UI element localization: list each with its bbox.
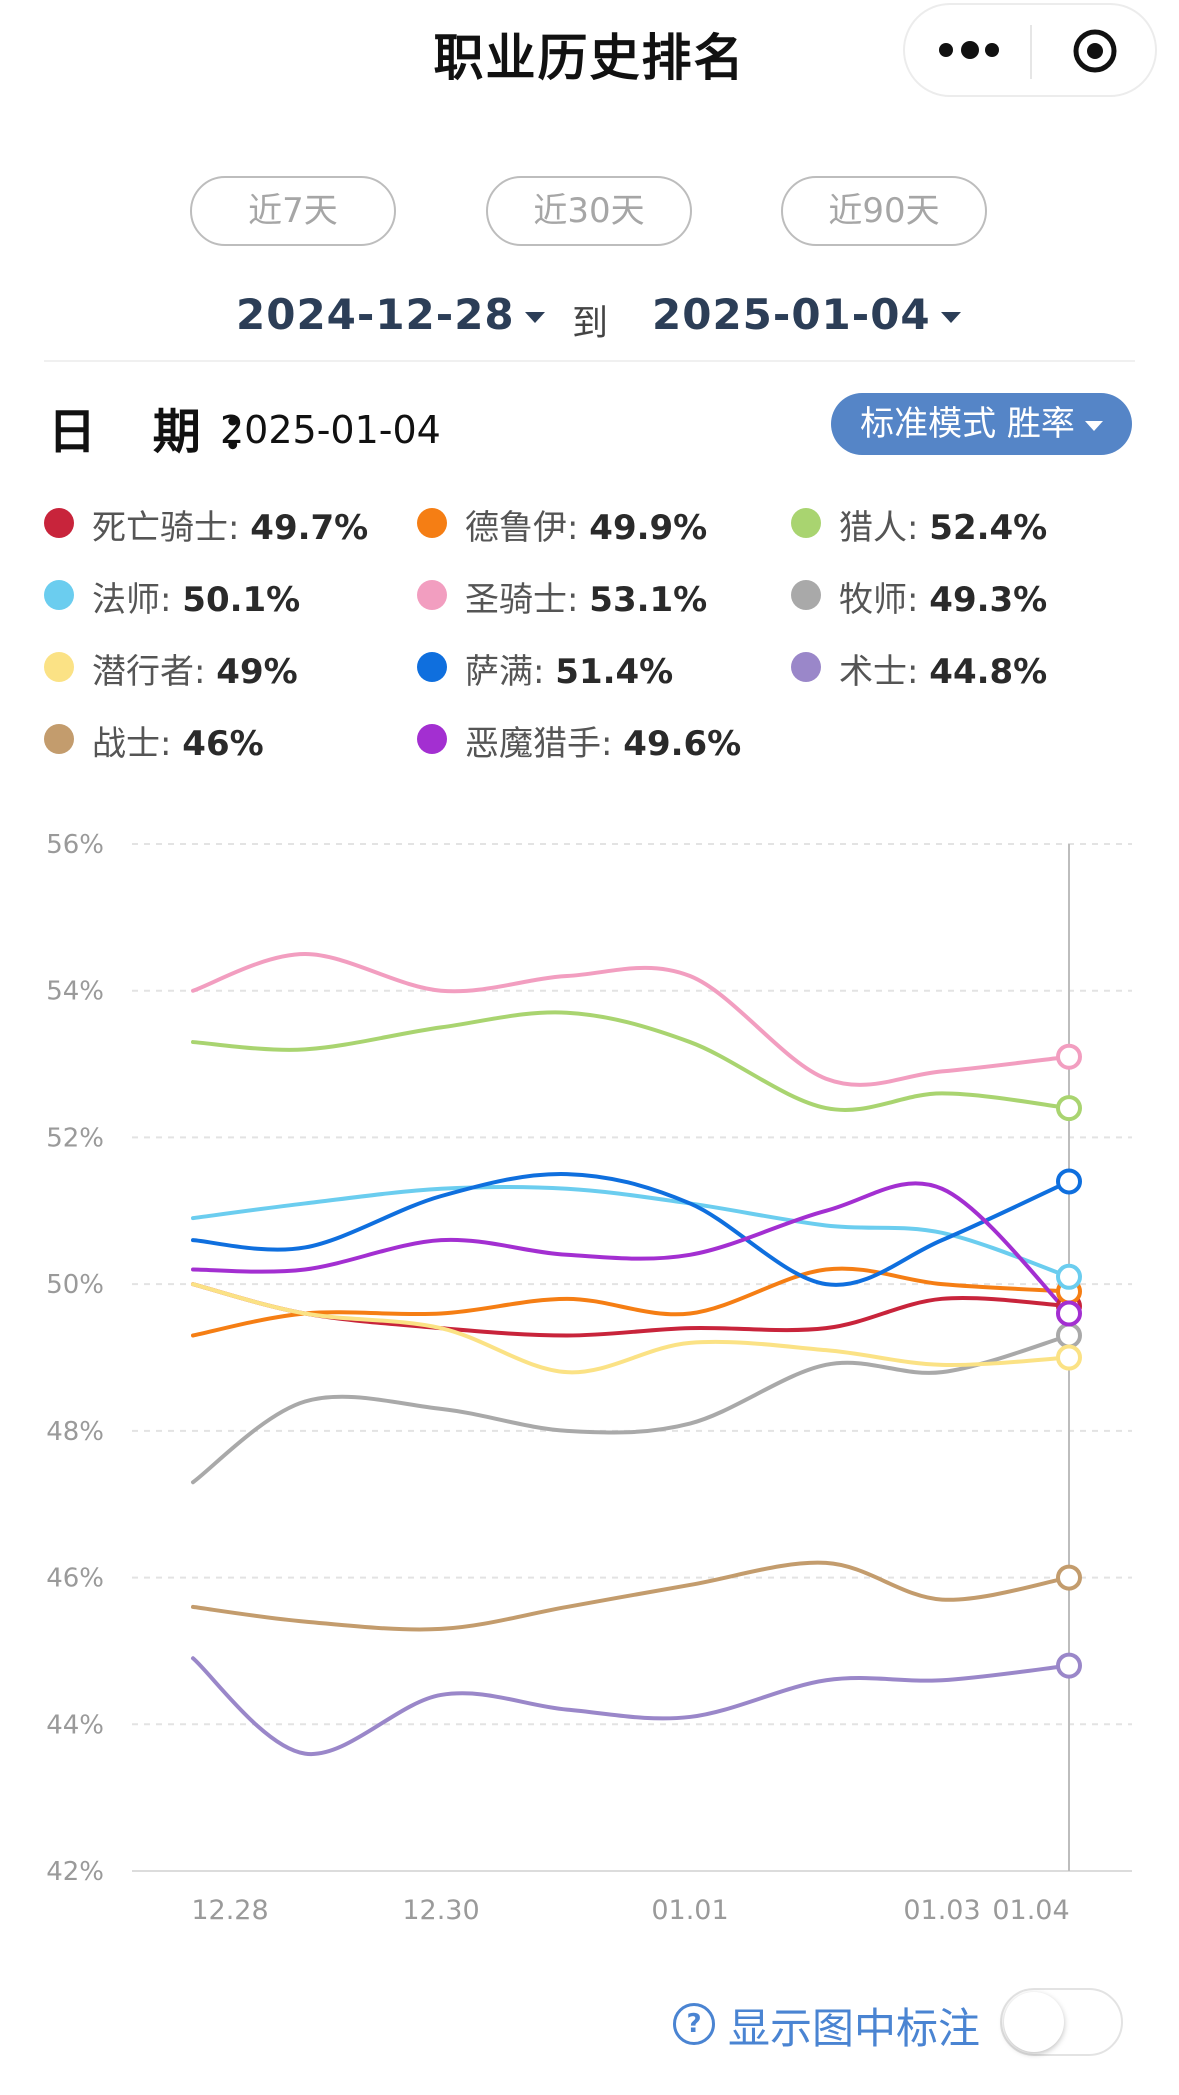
series-line <box>191 1010 1071 1112</box>
end-date-value: 2025-01-04 <box>652 290 931 339</box>
range-90-days-button[interactable]: 近90天 <box>781 176 987 246</box>
x-tick-label: 12.28 <box>191 1895 268 1926</box>
start-date-value: 2024-12-28 <box>236 290 515 339</box>
y-tick-label: 42% <box>46 1857 104 1887</box>
legend-dot <box>44 580 74 610</box>
y-tick-label: 44% <box>46 1710 104 1740</box>
y-tick-label: 50% <box>46 1270 104 1300</box>
chevron-down-icon <box>1084 420 1103 431</box>
legend-value: 50.1% <box>182 580 301 620</box>
start-date-picker[interactable]: 2024-12-28 <box>236 290 545 339</box>
range-30-days-button[interactable]: 近30天 <box>486 176 692 246</box>
range-7-days-button[interactable]: 近7天 <box>190 176 396 246</box>
series-line <box>191 1172 1071 1287</box>
legend-dot <box>791 508 821 538</box>
x-tick-label: 01.01 <box>651 1895 728 1926</box>
legend-value: 49% <box>216 652 298 692</box>
toggle-knob <box>1004 1992 1064 2052</box>
series-point <box>1056 1263 1082 1290</box>
series-point <box>1056 1652 1082 1679</box>
legend-name: 法师: <box>92 580 172 620</box>
date-label: 日 期： <box>48 404 289 460</box>
x-tick-label: 01.04 <box>992 1895 1069 1926</box>
y-tick-label: 54% <box>46 977 104 1007</box>
to-label: 到 <box>572 303 609 344</box>
legend-value: 51.4% <box>555 652 674 692</box>
legend-value: 53.1% <box>589 580 708 620</box>
divider <box>44 360 1135 362</box>
legend-value: 52.4% <box>929 508 1048 548</box>
page-title: 职业历史排名 <box>433 29 746 87</box>
legend-dot <box>791 580 821 610</box>
series-point <box>1056 1043 1082 1070</box>
capsule-divider <box>1030 25 1032 79</box>
legend-name: 猎人: <box>839 508 919 548</box>
end-date-picker[interactable]: 2025-01-04 <box>652 290 961 339</box>
winrate-line-chart[interactable]: 56% 54% 52% 50% 48% 46% 44% 42% 12.28 12.30 01.01… <box>0 800 1179 1950</box>
series-line <box>191 1181 1071 1316</box>
series-line <box>191 1266 1071 1338</box>
series-line <box>191 1560 1071 1632</box>
legend-name: 战士: <box>92 724 172 764</box>
legend-name: 术士: <box>839 652 919 692</box>
legend-name: 恶魔猎手: <box>465 724 613 764</box>
chart-series <box>191 952 1071 1756</box>
date-value: 2025-01-04 <box>220 408 441 452</box>
legend-dot <box>417 508 447 538</box>
series-line <box>191 1333 1071 1485</box>
mode-label: 标准模式 胜率 <box>860 404 1075 444</box>
legend-dot <box>791 652 821 682</box>
legend-value: 49.7% <box>250 508 369 548</box>
legend-dot <box>417 652 447 682</box>
legend-value: 49.3% <box>929 580 1048 620</box>
help-icon[interactable]: ? <box>673 2003 715 2045</box>
x-tick-label: 12.30 <box>402 1895 479 1926</box>
series-point <box>1056 1322 1082 1349</box>
legend-dot <box>417 580 447 610</box>
chevron-down-icon <box>940 312 961 323</box>
x-tick-label: 01.03 <box>903 1895 980 1926</box>
legend-value: 49.9% <box>589 508 708 548</box>
chevron-down-icon <box>524 312 545 323</box>
series-point <box>1056 1300 1082 1327</box>
y-tick-label: 52% <box>46 1123 104 1153</box>
legend-dot <box>44 652 74 682</box>
y-axis-ticks: 56% 54% 52% 50% 48% 46% 44% 42% <box>46 830 104 1887</box>
series-line <box>191 1282 1071 1375</box>
series-point <box>1056 1344 1082 1371</box>
legend-value: 49.6% <box>623 724 742 764</box>
legend-name: 萨满: <box>465 652 545 692</box>
legend-name: 死亡骑士: <box>92 508 240 548</box>
legend-dot <box>44 508 74 538</box>
legend-dot <box>44 724 74 754</box>
y-tick-label: 56% <box>46 830 104 860</box>
legend-value: 44.8% <box>929 652 1048 692</box>
legend-name: 圣骑士: <box>465 580 579 620</box>
show-annotations-label: 显示图中标注 <box>728 2004 981 2053</box>
legend-name: 德鲁伊: <box>465 508 579 548</box>
legend-name: 牧师: <box>839 580 919 620</box>
close-target-icon[interactable] <box>1071 27 1119 75</box>
legend-value: 46% <box>182 724 264 764</box>
series-line <box>191 952 1071 1087</box>
more-icon[interactable] <box>939 35 999 65</box>
series-point <box>1056 1168 1082 1195</box>
x-axis-ticks: 12.28 12.30 01.01 01.03 01.04 <box>191 1895 1069 1926</box>
mini-program-capsule <box>903 3 1157 97</box>
legend-name: 潜行者: <box>92 652 206 692</box>
series-point <box>1056 1095 1082 1122</box>
series-line <box>191 1184 1071 1279</box>
mode-select-button[interactable]: 标准模式 胜率 <box>831 393 1132 455</box>
show-annotations-toggle[interactable] <box>1000 1988 1123 2056</box>
legend-dot <box>417 724 447 754</box>
series-point <box>1056 1564 1082 1591</box>
y-tick-label: 46% <box>46 1564 104 1594</box>
chart-markers <box>1056 1043 1082 1679</box>
y-tick-label: 48% <box>46 1417 104 1447</box>
series-line <box>191 1656 1071 1756</box>
